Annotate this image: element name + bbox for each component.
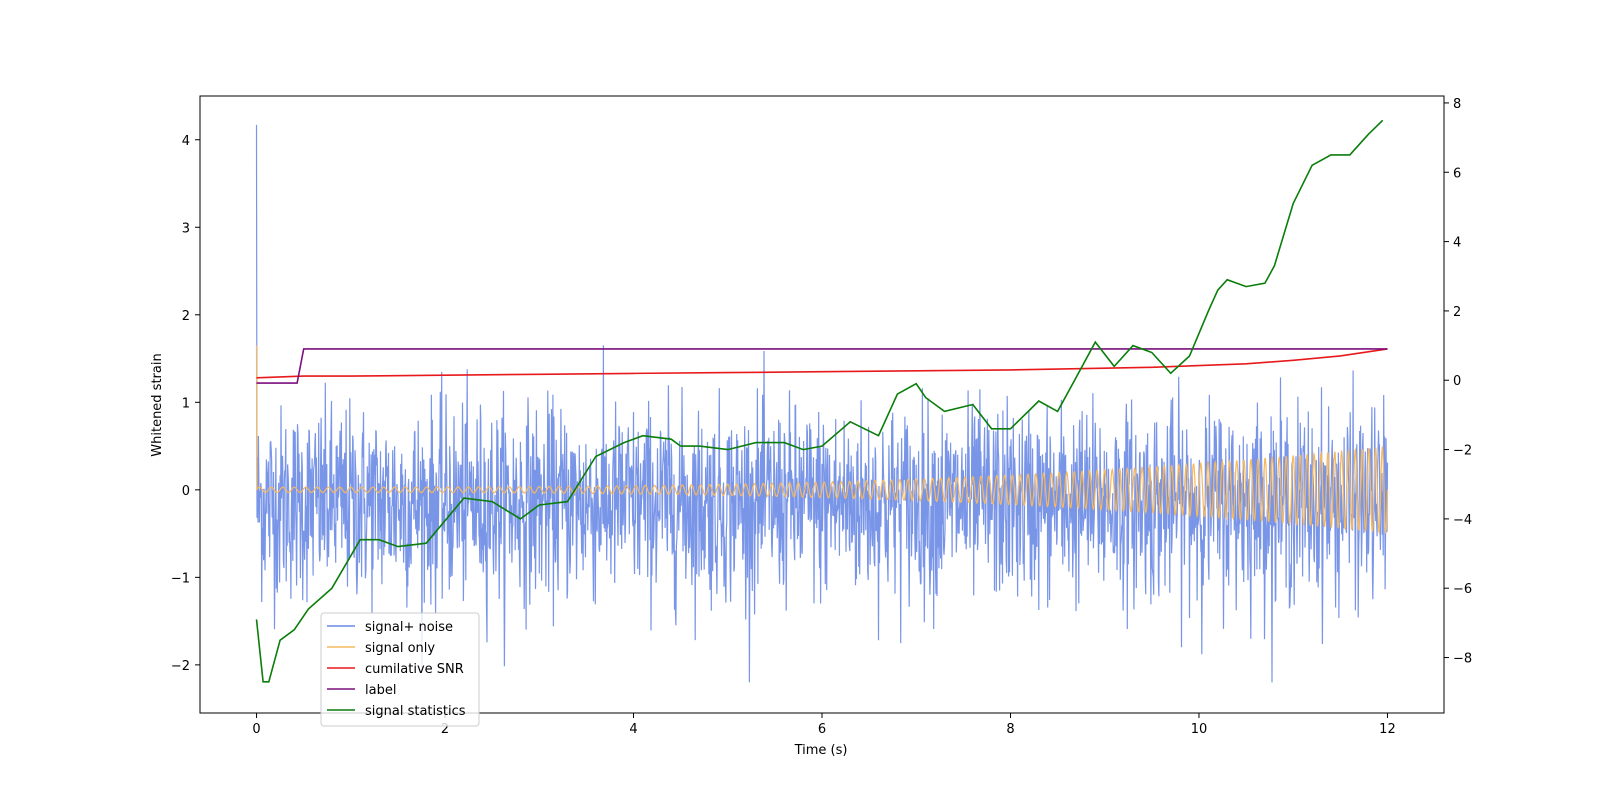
y-tick-label: 1	[182, 396, 190, 411]
legend-label: signal statistics	[365, 704, 466, 719]
series-line-3	[256, 348, 1388, 384]
legend-label: label	[365, 683, 396, 698]
series-line-2	[256, 348, 1388, 379]
legend-box	[320, 612, 480, 727]
y-axis-left: −2 −1 0 1 2 3 4	[171, 134, 200, 674]
x-tick-label: 8	[1006, 722, 1014, 737]
y-right-tick-label: 0	[1453, 374, 1461, 389]
x-axis-label: Time (s)	[794, 743, 848, 758]
legend-label: signal+ noise	[365, 620, 453, 635]
x-tick-label: 10	[1191, 722, 1208, 737]
y-right-tick-label: 6	[1453, 166, 1461, 181]
y-tick-label: −1	[171, 571, 190, 586]
x-tick-label: 6	[818, 722, 826, 737]
y-tick-label: 0	[182, 484, 190, 499]
y-right-tick-label: −8	[1453, 652, 1472, 667]
legend-label: cumilative SNR	[365, 662, 464, 677]
y-right-tick-label: −2	[1453, 444, 1472, 459]
y-axis-label: Whitened strain	[150, 353, 165, 456]
y-right-tick-label: 8	[1453, 97, 1461, 112]
y-tick-label: 4	[182, 134, 190, 149]
y-right-tick-label: −6	[1453, 582, 1472, 597]
series-line-4	[255, 119, 1384, 683]
x-tick-label: 0	[252, 722, 260, 737]
y-right-tick-label: 4	[1453, 236, 1461, 251]
y-right-tick-label: −4	[1453, 513, 1472, 528]
plot-area	[255, 119, 1389, 683]
y-tick-label: −2	[171, 659, 190, 674]
x-axis: 0 2 4 6 8 10 12	[252, 713, 1396, 737]
x-tick-label: 12	[1379, 722, 1396, 737]
y-axis-right: −8 −6 −4 −2 0 2 4 6 8	[1444, 97, 1472, 667]
legend: signal+ noise signal only cumilative SNR la…	[320, 612, 480, 727]
x-tick-label: 2	[441, 722, 449, 737]
series-line-0	[255, 124, 1389, 683]
series-line-1	[255, 345, 1389, 535]
x-tick-label: 4	[629, 722, 637, 737]
y-tick-label: 2	[182, 309, 190, 324]
legend-label: signal only	[365, 641, 435, 656]
y-right-tick-label: 2	[1453, 305, 1461, 320]
y-tick-label: 3	[182, 221, 190, 236]
